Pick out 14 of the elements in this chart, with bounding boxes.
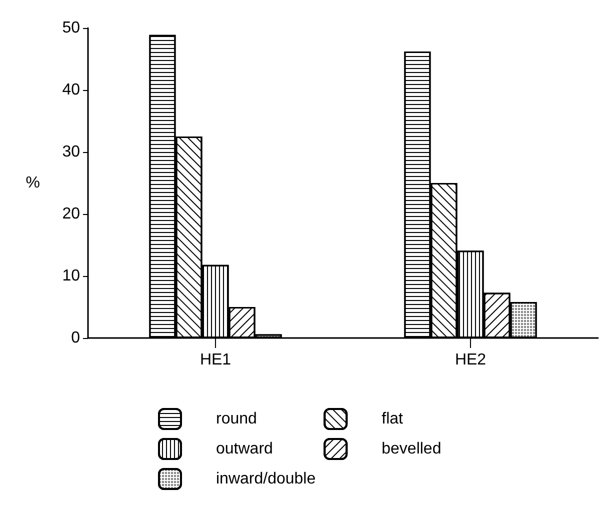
legend-label: bevelled (382, 440, 442, 458)
x-tick-label: HE1 (200, 352, 232, 368)
x-tick-label: HE2 (454, 352, 486, 368)
legend-label: inward/double (216, 470, 316, 488)
y-tick-label: 30 (62, 144, 80, 160)
y-tick-label: 20 (62, 206, 80, 222)
legend-label: flat (382, 410, 404, 428)
legend-label: outward (216, 440, 273, 458)
y-tick-label: 50 (62, 20, 80, 36)
y-tick-label: 40 (62, 82, 80, 98)
y-tick-label: 0 (71, 330, 80, 346)
legend-label: round (216, 410, 257, 428)
y-axis-title: % (26, 174, 40, 192)
y-tick-label: 10 (62, 268, 80, 284)
